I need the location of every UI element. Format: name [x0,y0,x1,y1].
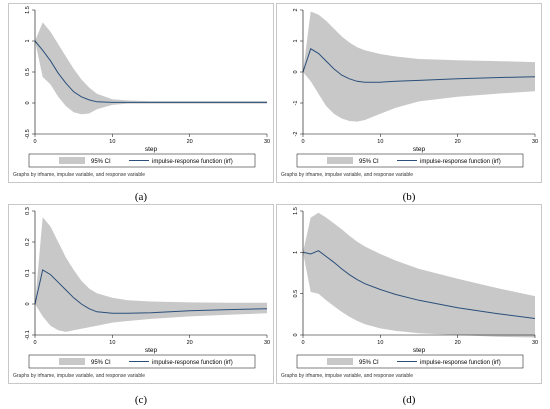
x-axis-label: step [145,146,158,153]
graphs-by-note: Graphs by irfname, impulse variable, and… [281,172,414,178]
legend-ci-label: 95% CI [359,159,379,165]
x-tick-label: 30 [532,340,538,346]
legend-irf-label: impulse-response function (irf) [420,159,501,165]
x-tick-label: 20 [455,139,461,145]
legend-ci-label: 95% CI [91,360,111,366]
x-tick-label: 20 [187,340,193,346]
x-tick-label: 20 [455,340,461,346]
x-axis-label: step [413,347,426,354]
x-tick-label: 10 [377,139,383,145]
ci-band [35,217,267,332]
chart-frame: -2 -1 0 1 2 0 10 20 30 step 95% CI impulse-response… [276,3,542,183]
y-tick-label: 0 [25,101,31,104]
x-axis-label: step [145,347,158,354]
legend-ci-swatch [327,358,353,365]
ci-band [303,212,535,338]
legend-ci-swatch [59,358,85,365]
chart-frame: 0 0.5 1 1.5 0 10 20 30 step 95% CI impulse-respons… [276,204,542,384]
irf-line [34,40,267,103]
legend-ci-swatch [327,157,353,164]
legend-irf-label: impulse-response function (irf) [152,360,233,366]
y-tick-label: 0.3 [25,207,31,215]
x-tick-label: 0 [301,139,304,145]
irf-line [34,269,268,314]
y-tick-label: -1 [293,101,299,106]
x-tick-label: 10 [109,139,115,145]
legend-irf-label: impulse-response function (irf) [152,159,233,165]
y-tick-label: 1.5 [25,6,31,14]
x-axis-label: step [413,146,426,153]
y-tick-label: -0.1 [25,330,31,339]
legend-ci-swatch [59,157,85,164]
y-tick-label: 1 [293,251,299,254]
y-tick-label: -0.5 [25,129,31,138]
panel-caption: (b) [402,191,416,203]
legend-ci-label: 95% CI [91,159,111,165]
legend-irf-label: impulse-response function (irf) [420,360,501,366]
y-tick-label: 0.5 [25,68,31,76]
x-tick-label: 20 [187,139,193,145]
graphs-by-note: Graphs by irfname, impulse variable, and… [13,172,146,178]
chart-frame: -0.5 0 0.5 1 1.5 0 10 20 30 step 95% CI impulse-res… [8,3,274,183]
y-tick-label: 1.5 [293,207,299,215]
y-tick-label: 0 [293,333,299,336]
y-tick-label: 1 [25,39,31,42]
y-tick-label: 0 [293,70,299,73]
panel-caption: (d) [402,394,416,406]
panel-caption: (a) [134,191,148,203]
impulse-response-chart: 0 0.5 1 1.5 0 10 20 30 step 95% CI impulse-respons… [293,207,538,369]
irf-line [302,250,536,319]
ci-band [35,22,267,115]
ci-band [303,11,535,122]
y-tick-label: 0 [25,302,31,305]
x-tick-label: 0 [33,340,36,346]
legend-ci-label: 95% CI [359,360,379,366]
x-tick-label: 0 [33,139,36,145]
x-tick-label: 10 [377,340,383,346]
y-tick-label: 1 [293,39,299,42]
y-tick-label: 0.1 [25,269,31,277]
x-tick-label: 0 [301,340,304,346]
y-tick-label: -2 [293,132,299,137]
x-tick-label: 30 [264,139,270,145]
y-tick-label: 0.5 [293,290,299,298]
x-tick-label: 30 [532,139,538,145]
panel-caption: (c) [134,394,148,406]
chart-frame: -0.1 0 0.1 0.2 0.3 0 10 20 30 step 95% CI impulse-r… [8,204,274,384]
graphs-by-note: Graphs by irfname, impulse variable, and… [281,373,414,379]
graphs-by-note: Graphs by irfname, impulse variable, and… [13,373,146,379]
x-tick-label: 10 [109,340,115,346]
irf-line [302,48,536,83]
x-tick-label: 30 [264,340,270,346]
y-tick-label: 2 [293,8,299,11]
y-tick-label: 0.2 [25,238,31,246]
